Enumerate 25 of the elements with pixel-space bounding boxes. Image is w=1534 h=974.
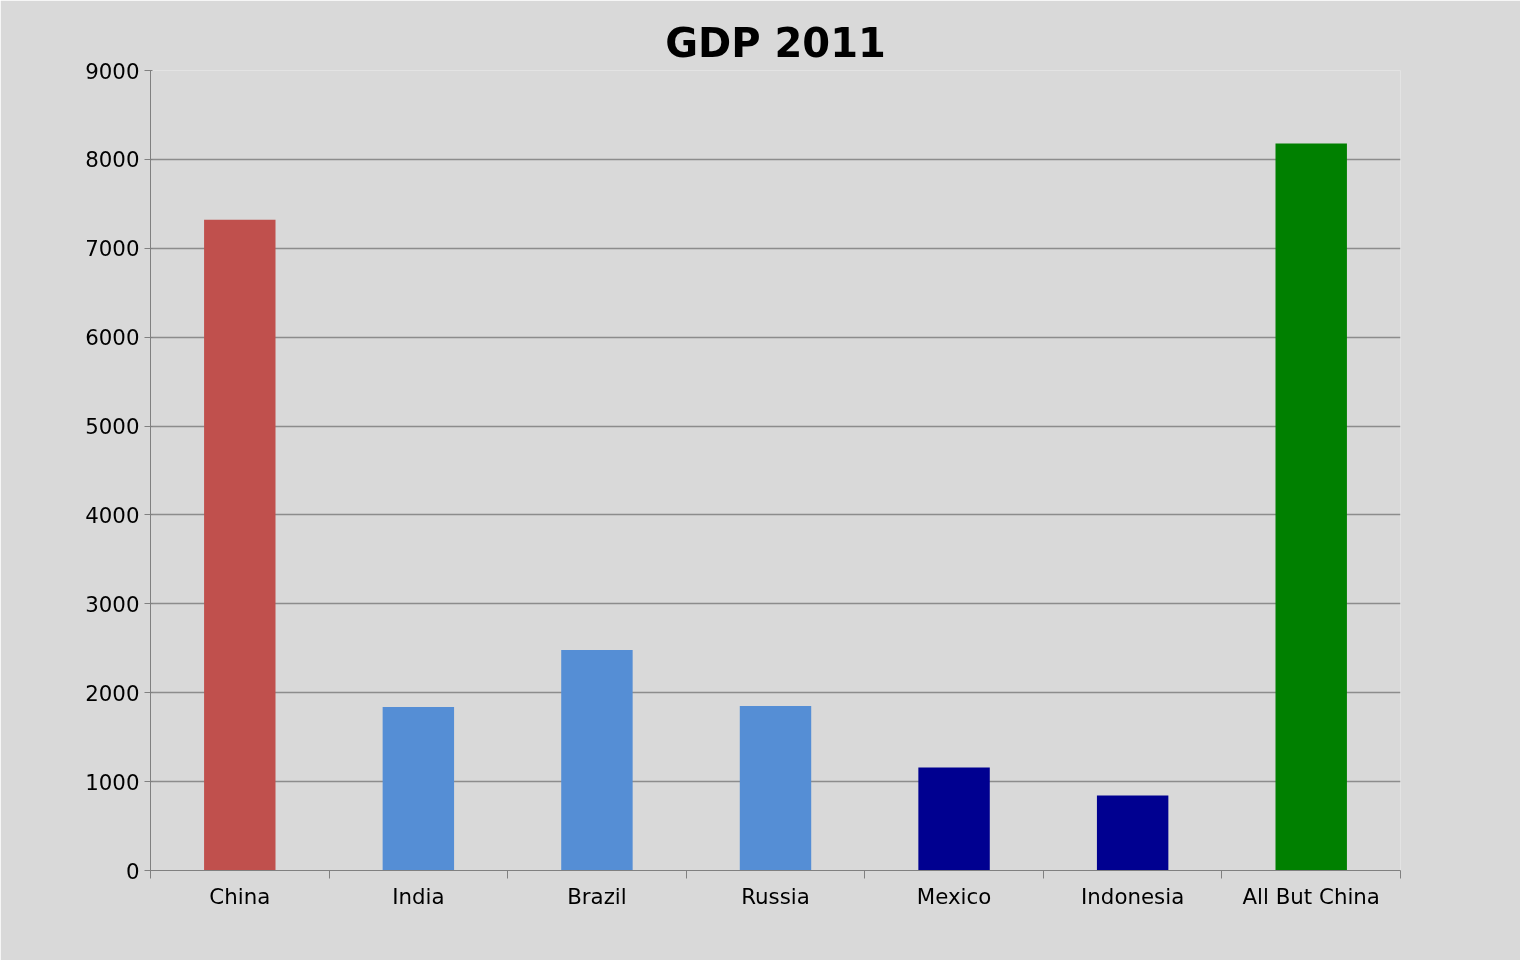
bar [1275,143,1347,871]
chart-title: GDP 2011 [665,19,886,66]
y-tick-label: 8000 [85,147,140,173]
x-tick-label: China [209,883,271,909]
y-tick-label: 9000 [85,58,140,84]
x-tick-label: Brazil [567,883,627,909]
x-tick-label: India [392,883,445,909]
y-tick-label: 1000 [85,769,140,795]
y-tick-label: 6000 [85,325,140,351]
bar [739,706,812,871]
x-tick-label: Indonesia [1081,883,1185,909]
bar [1096,795,1169,871]
x-tick-label: All But China [1242,883,1380,909]
y-tick-label: 7000 [85,236,140,262]
x-tick-label: Russia [741,883,810,909]
bar [382,706,455,871]
bar [204,219,276,871]
y-tick-label: 3000 [85,591,140,617]
y-tick-label: 2000 [85,680,140,706]
y-tick-label: 5000 [85,414,140,440]
x-tick-label: Mexico [916,883,992,909]
bar [918,767,990,871]
bar [561,650,633,871]
y-tick-label: 0 [125,858,140,884]
y-tick-label: 4000 [85,502,140,528]
